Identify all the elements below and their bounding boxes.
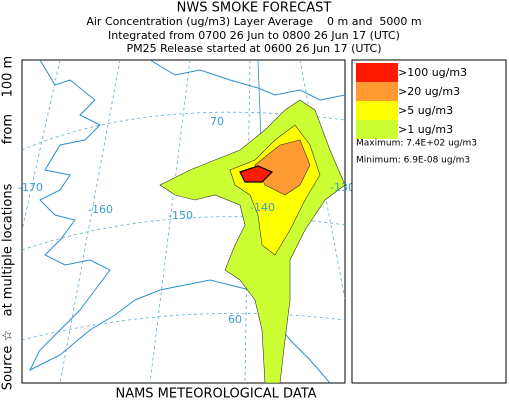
title: NWS SMOKE FORECAST [177,1,332,16]
coastline [149,60,345,101]
footer: NAMS METEOROLOGICAL DATA [115,387,316,402]
subtitle: Air Concentration (ug/m3) Layer Average … [86,15,421,28]
legend-label: >5 ug/m3 [398,104,453,117]
legend-maximum: Maximum: 7.4E+02 ug/m3 [356,139,477,149]
map-label: -140 [250,201,275,214]
subtitle: PM25 Release started at 0600 26 Jun 17 (… [126,42,381,55]
legend-label: >1 ug/m3 [398,123,453,136]
map-label: 70 [210,115,224,128]
side-locations: at multiple locations [1,183,16,316]
coastline [28,60,331,383]
longitude-line [59,60,121,383]
legend-swatch [356,82,398,101]
legend-swatch [356,63,398,82]
plume-20 [254,139,311,196]
side-label: Source ☆ at multiple locations from 100 … [1,56,16,390]
map-label: -160 [88,203,113,216]
latitude-line [22,312,345,341]
legend-swatch [356,101,398,120]
map: -170 -160 -150 -140 -130 70 60 [18,59,355,384]
longitude-line [22,60,61,231]
legend-label: >20 ug/m3 [398,85,460,98]
legend: >100 ug/m3 >20 ug/m3 >5 ug/m3 >1 ug/m3 Maxim… [351,59,507,384]
map-label: -170 [18,181,43,194]
legend-label: >100 ug/m3 [398,66,467,79]
side-source: Source ☆ [1,330,16,390]
legend-swatch [356,120,398,139]
longitude-line [149,60,191,383]
latitude-line [22,216,345,251]
plume-100 [239,165,274,183]
legend-minimum: Minimum: 6.9E-08 ug/m3 [356,156,470,166]
map-label: -130 [330,181,355,194]
map-label: -150 [168,209,193,222]
subtitle: Integrated from 0700 26 Jun to 0800 26 J… [108,29,400,42]
side-height: from 100 m [1,56,16,144]
map-label: 60 [228,313,242,326]
